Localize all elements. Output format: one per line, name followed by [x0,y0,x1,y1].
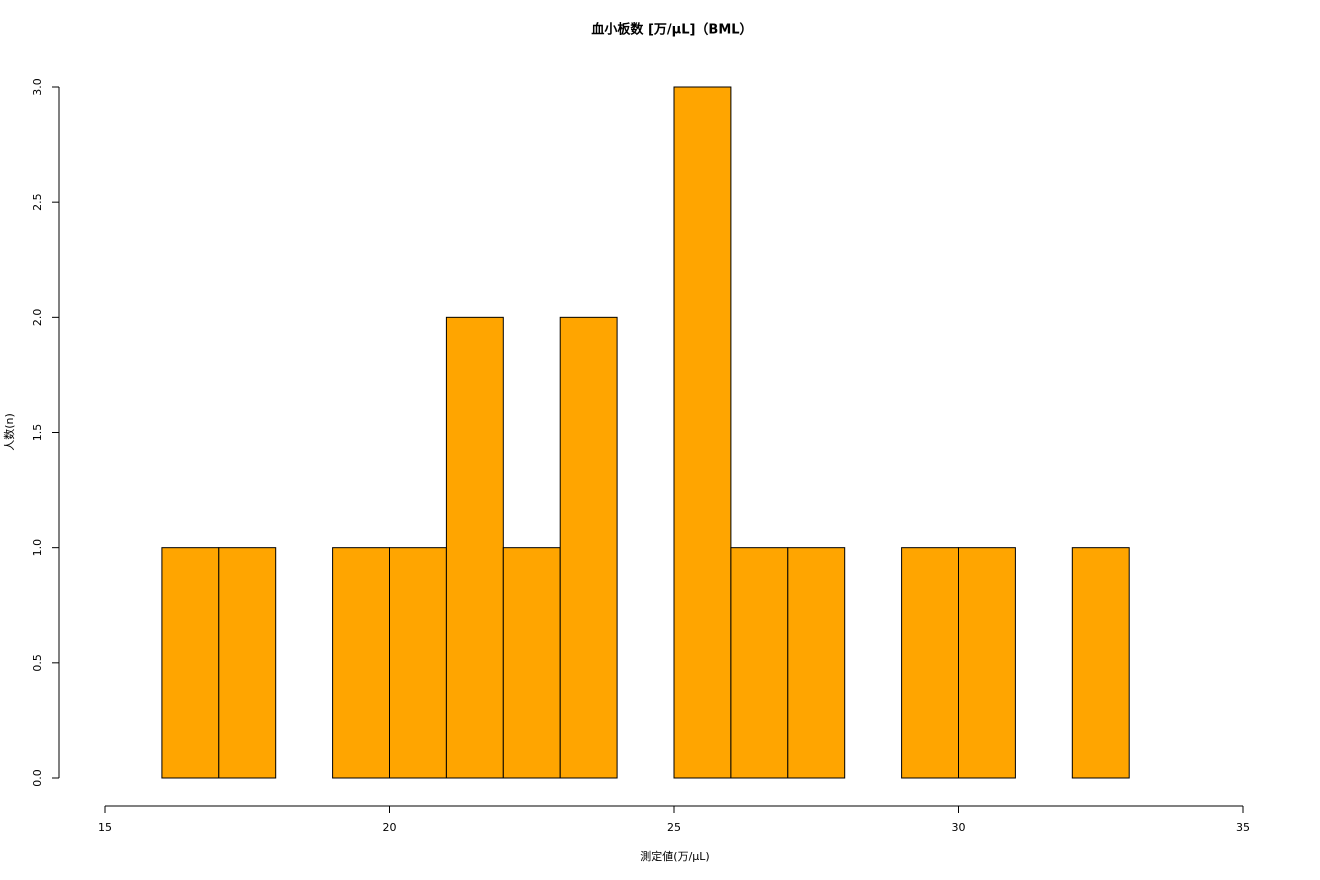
bar [502,547,561,779]
chart-title: 血小板数 [万/μL]（BML） [591,22,752,38]
y-axis-label: 人数(n) [3,413,16,451]
bar [161,547,220,779]
y-tick-label: 0.0 [31,769,44,787]
y-tick-label: 1.0 [31,539,44,557]
x-tick-label: 25 [667,821,681,834]
x-tick-label: 15 [98,821,112,834]
bar [332,547,391,779]
y-tick-label: 1.5 [31,424,44,442]
bar [389,547,447,779]
bar [901,547,959,779]
bar [445,316,504,779]
y-tick-label: 2.0 [31,309,44,327]
y-tick-label: 0.5 [31,654,44,672]
bar [958,547,1016,779]
y-tick-label: 2.5 [31,193,44,211]
bar [673,86,732,779]
x-tick-label: 20 [383,821,397,834]
x-axis-label: 測定値(万/μL) [640,849,709,863]
bar [218,547,277,779]
y-tick-label: 3.0 [31,78,44,96]
bar [1071,547,1130,779]
bar [559,316,618,779]
x-tick-label: 30 [952,821,966,834]
bar [730,547,789,779]
x-tick-label: 35 [1236,821,1250,834]
bar [787,547,846,779]
